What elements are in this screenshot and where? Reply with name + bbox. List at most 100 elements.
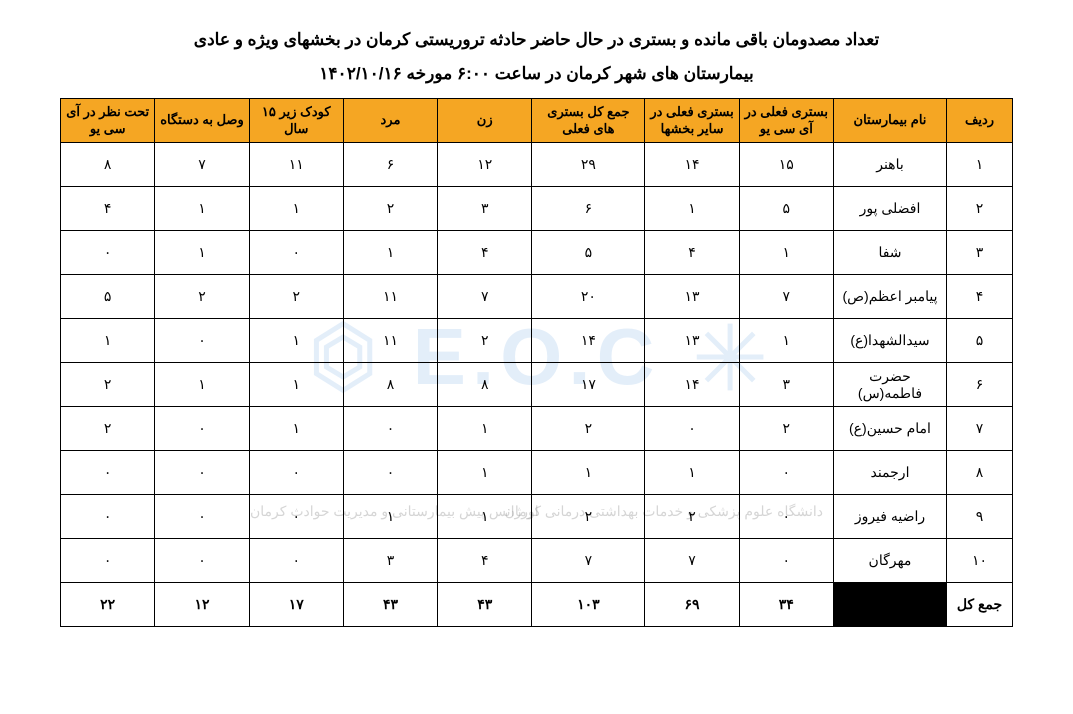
cell-other_wards: ۱۳ <box>645 275 739 319</box>
cell-icu: ۱ <box>739 231 833 275</box>
cell-icu_observe: ۲ <box>61 363 155 407</box>
cell-icu_observe: ۴ <box>61 187 155 231</box>
th-total: جمع کل بستری های فعلی <box>532 99 645 143</box>
cell-male: ۱۱ <box>343 275 437 319</box>
cell-total_admitted: ۲ <box>532 407 645 451</box>
cell-row_no: ۳ <box>947 231 1013 275</box>
table-row: ۹راضیه فیروز۰۲۲۱۱۰۰۰ <box>61 495 1013 539</box>
cell-child_u15: ۰ <box>249 495 343 539</box>
cell-on_device: ۱ <box>155 231 249 275</box>
cell-total-icu_observe: ۲۲ <box>61 583 155 627</box>
cell-male: ۲ <box>343 187 437 231</box>
cell-total-label: جمع کل <box>947 583 1013 627</box>
cell-on_device: ۲ <box>155 275 249 319</box>
table-row: ۷امام حسین(ع)۲۰۲۱۰۱۰۲ <box>61 407 1013 451</box>
cell-total-icu: ۳۴ <box>739 583 833 627</box>
cell-total_admitted: ۷ <box>532 539 645 583</box>
cell-hospital: حضرت فاطمه(س) <box>833 363 946 407</box>
table-row: ۱۰مهرگان۰۷۷۴۳۰۰۰ <box>61 539 1013 583</box>
cell-female: ۳ <box>438 187 532 231</box>
cell-icu: ۰ <box>739 451 833 495</box>
th-male: مرد <box>343 99 437 143</box>
page-title-2: بیمارستان های شهر کرمان در ساعت ۶:۰۰ مور… <box>60 64 1013 84</box>
cell-on_device: ۰ <box>155 319 249 363</box>
cell-hospital: راضیه فیروز <box>833 495 946 539</box>
cell-row_no: ۷ <box>947 407 1013 451</box>
cell-male: ۱۱ <box>343 319 437 363</box>
cell-other_wards: ۱ <box>645 187 739 231</box>
cell-icu: ۰ <box>739 539 833 583</box>
cell-other_wards: ۷ <box>645 539 739 583</box>
cell-child_u15: ۱ <box>249 407 343 451</box>
cell-row_no: ۵ <box>947 319 1013 363</box>
cell-row_no: ۹ <box>947 495 1013 539</box>
table-header-row: ردیف نام بیمارستان بستری فعلی در آی سی ی… <box>61 99 1013 143</box>
cell-female: ۴ <box>438 231 532 275</box>
cell-hospital: شفا <box>833 231 946 275</box>
cell-female: ۱ <box>438 495 532 539</box>
cell-total-total_admitted: ۱۰۳ <box>532 583 645 627</box>
cell-male: ۶ <box>343 143 437 187</box>
cell-female: ۴ <box>438 539 532 583</box>
table-row: ۲افضلی پور۵۱۶۳۲۱۱۴ <box>61 187 1013 231</box>
cell-total-on_device: ۱۲ <box>155 583 249 627</box>
cell-icu_observe: ۱ <box>61 319 155 363</box>
cell-icu_observe: ۰ <box>61 495 155 539</box>
cell-female: ۱۲ <box>438 143 532 187</box>
cell-total-other_wards: ۶۹ <box>645 583 739 627</box>
cell-male: ۱ <box>343 231 437 275</box>
cell-total_admitted: ۱۴ <box>532 319 645 363</box>
cell-hospital: باهنر <box>833 143 946 187</box>
cell-icu_observe: ۰ <box>61 231 155 275</box>
cell-total_admitted: ۶ <box>532 187 645 231</box>
cell-icu: ۳ <box>739 363 833 407</box>
cell-female: ۱ <box>438 451 532 495</box>
cell-other_wards: ۲ <box>645 495 739 539</box>
cell-female: ۱ <box>438 407 532 451</box>
cell-hospital: پیامبر اعظم(ص) <box>833 275 946 319</box>
cell-total_admitted: ۵ <box>532 231 645 275</box>
cell-other_wards: ۱۴ <box>645 143 739 187</box>
cell-on_device: ۰ <box>155 495 249 539</box>
cell-female: ۸ <box>438 363 532 407</box>
table-total-row: جمع کل۳۴۶۹۱۰۳۴۳۴۳۱۷۱۲۲۲ <box>61 583 1013 627</box>
cell-total_admitted: ۲ <box>532 495 645 539</box>
cell-child_u15: ۱ <box>249 319 343 363</box>
cell-hospital: سیدالشهدا(ع) <box>833 319 946 363</box>
cell-row_no: ۶ <box>947 363 1013 407</box>
cell-male: ۸ <box>343 363 437 407</box>
cell-child_u15: ۰ <box>249 539 343 583</box>
cell-total_admitted: ۲۰ <box>532 275 645 319</box>
cell-icu: ۱ <box>739 319 833 363</box>
cell-row_no: ۸ <box>947 451 1013 495</box>
cell-row_no: ۴ <box>947 275 1013 319</box>
cell-child_u15: ۲ <box>249 275 343 319</box>
th-female: زن <box>438 99 532 143</box>
cell-female: ۷ <box>438 275 532 319</box>
cell-other_wards: ۰ <box>645 407 739 451</box>
cell-child_u15: ۰ <box>249 451 343 495</box>
cell-row_no: ۱ <box>947 143 1013 187</box>
cell-female: ۲ <box>438 319 532 363</box>
table-row: ۵سیدالشهدا(ع)۱۱۳۱۴۲۱۱۱۰۱ <box>61 319 1013 363</box>
table-row: ۶حضرت فاطمه(س)۳۱۴۱۷۸۸۱۱۲ <box>61 363 1013 407</box>
cell-male: ۰ <box>343 407 437 451</box>
cell-total-female: ۴۳ <box>438 583 532 627</box>
th-observe: تحت نظر در آی سی یو <box>61 99 155 143</box>
cell-total-child_u15: ۱۷ <box>249 583 343 627</box>
cell-total-hospital-black <box>833 583 946 627</box>
th-hospital: نام بیمارستان <box>833 99 946 143</box>
cell-icu_observe: ۰ <box>61 539 155 583</box>
cell-icu: ۱۵ <box>739 143 833 187</box>
cell-other_wards: ۱۳ <box>645 319 739 363</box>
table-row: ۴پیامبر اعظم(ص)۷۱۳۲۰۷۱۱۲۲۵ <box>61 275 1013 319</box>
cell-child_u15: ۱۱ <box>249 143 343 187</box>
cell-child_u15: ۰ <box>249 231 343 275</box>
cell-child_u15: ۱ <box>249 187 343 231</box>
cell-on_device: ۷ <box>155 143 249 187</box>
table-row: ۸ارجمند۰۱۱۱۰۰۰۰ <box>61 451 1013 495</box>
cell-icu: ۰ <box>739 495 833 539</box>
cell-on_device: ۱ <box>155 363 249 407</box>
th-child: کودک زیر ۱۵ سال <box>249 99 343 143</box>
cell-other_wards: ۱۴ <box>645 363 739 407</box>
